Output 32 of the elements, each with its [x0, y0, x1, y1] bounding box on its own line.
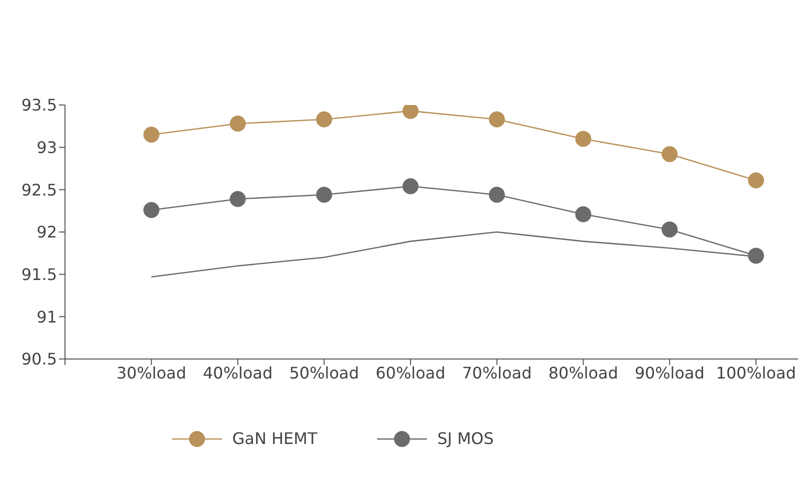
y-tick-label: 91 — [36, 307, 57, 326]
x-tick-label: 100%load — [716, 363, 796, 382]
y-tick-label: 92.5 — [21, 180, 57, 200]
point — [662, 221, 678, 238]
x-tick-label: 50%load — [289, 363, 360, 382]
point — [662, 146, 678, 162]
x-tick-label: 30%load — [116, 363, 186, 382]
point — [575, 130, 592, 147]
legend-label: GaN HEMT — [232, 429, 318, 448]
y-tick-label: 91.5 — [21, 265, 57, 284]
y-tick-label: 93.5 — [21, 96, 57, 115]
point — [575, 206, 592, 222]
x-tick-label: 80%load — [548, 363, 618, 382]
point — [488, 111, 505, 128]
x-tick-label: 90%load — [634, 363, 705, 382]
x-tick-label: 70%load — [462, 363, 532, 382]
point — [748, 172, 764, 188]
point — [230, 190, 246, 207]
x-tick-label: 60%load — [376, 363, 446, 382]
x-tick-label: 40%load — [202, 363, 273, 382]
point — [230, 116, 246, 132]
point — [316, 186, 332, 203]
y-tick-label: 92 — [36, 222, 57, 242]
point — [143, 202, 160, 218]
point — [316, 111, 332, 128]
y-tick-label: 90.5 — [21, 350, 57, 369]
y-tick-label: 93 — [36, 138, 57, 158]
legend-label: SJ MOS — [437, 429, 494, 448]
point — [402, 178, 418, 194]
point — [748, 248, 764, 264]
point — [143, 126, 160, 143]
point — [488, 186, 505, 203]
